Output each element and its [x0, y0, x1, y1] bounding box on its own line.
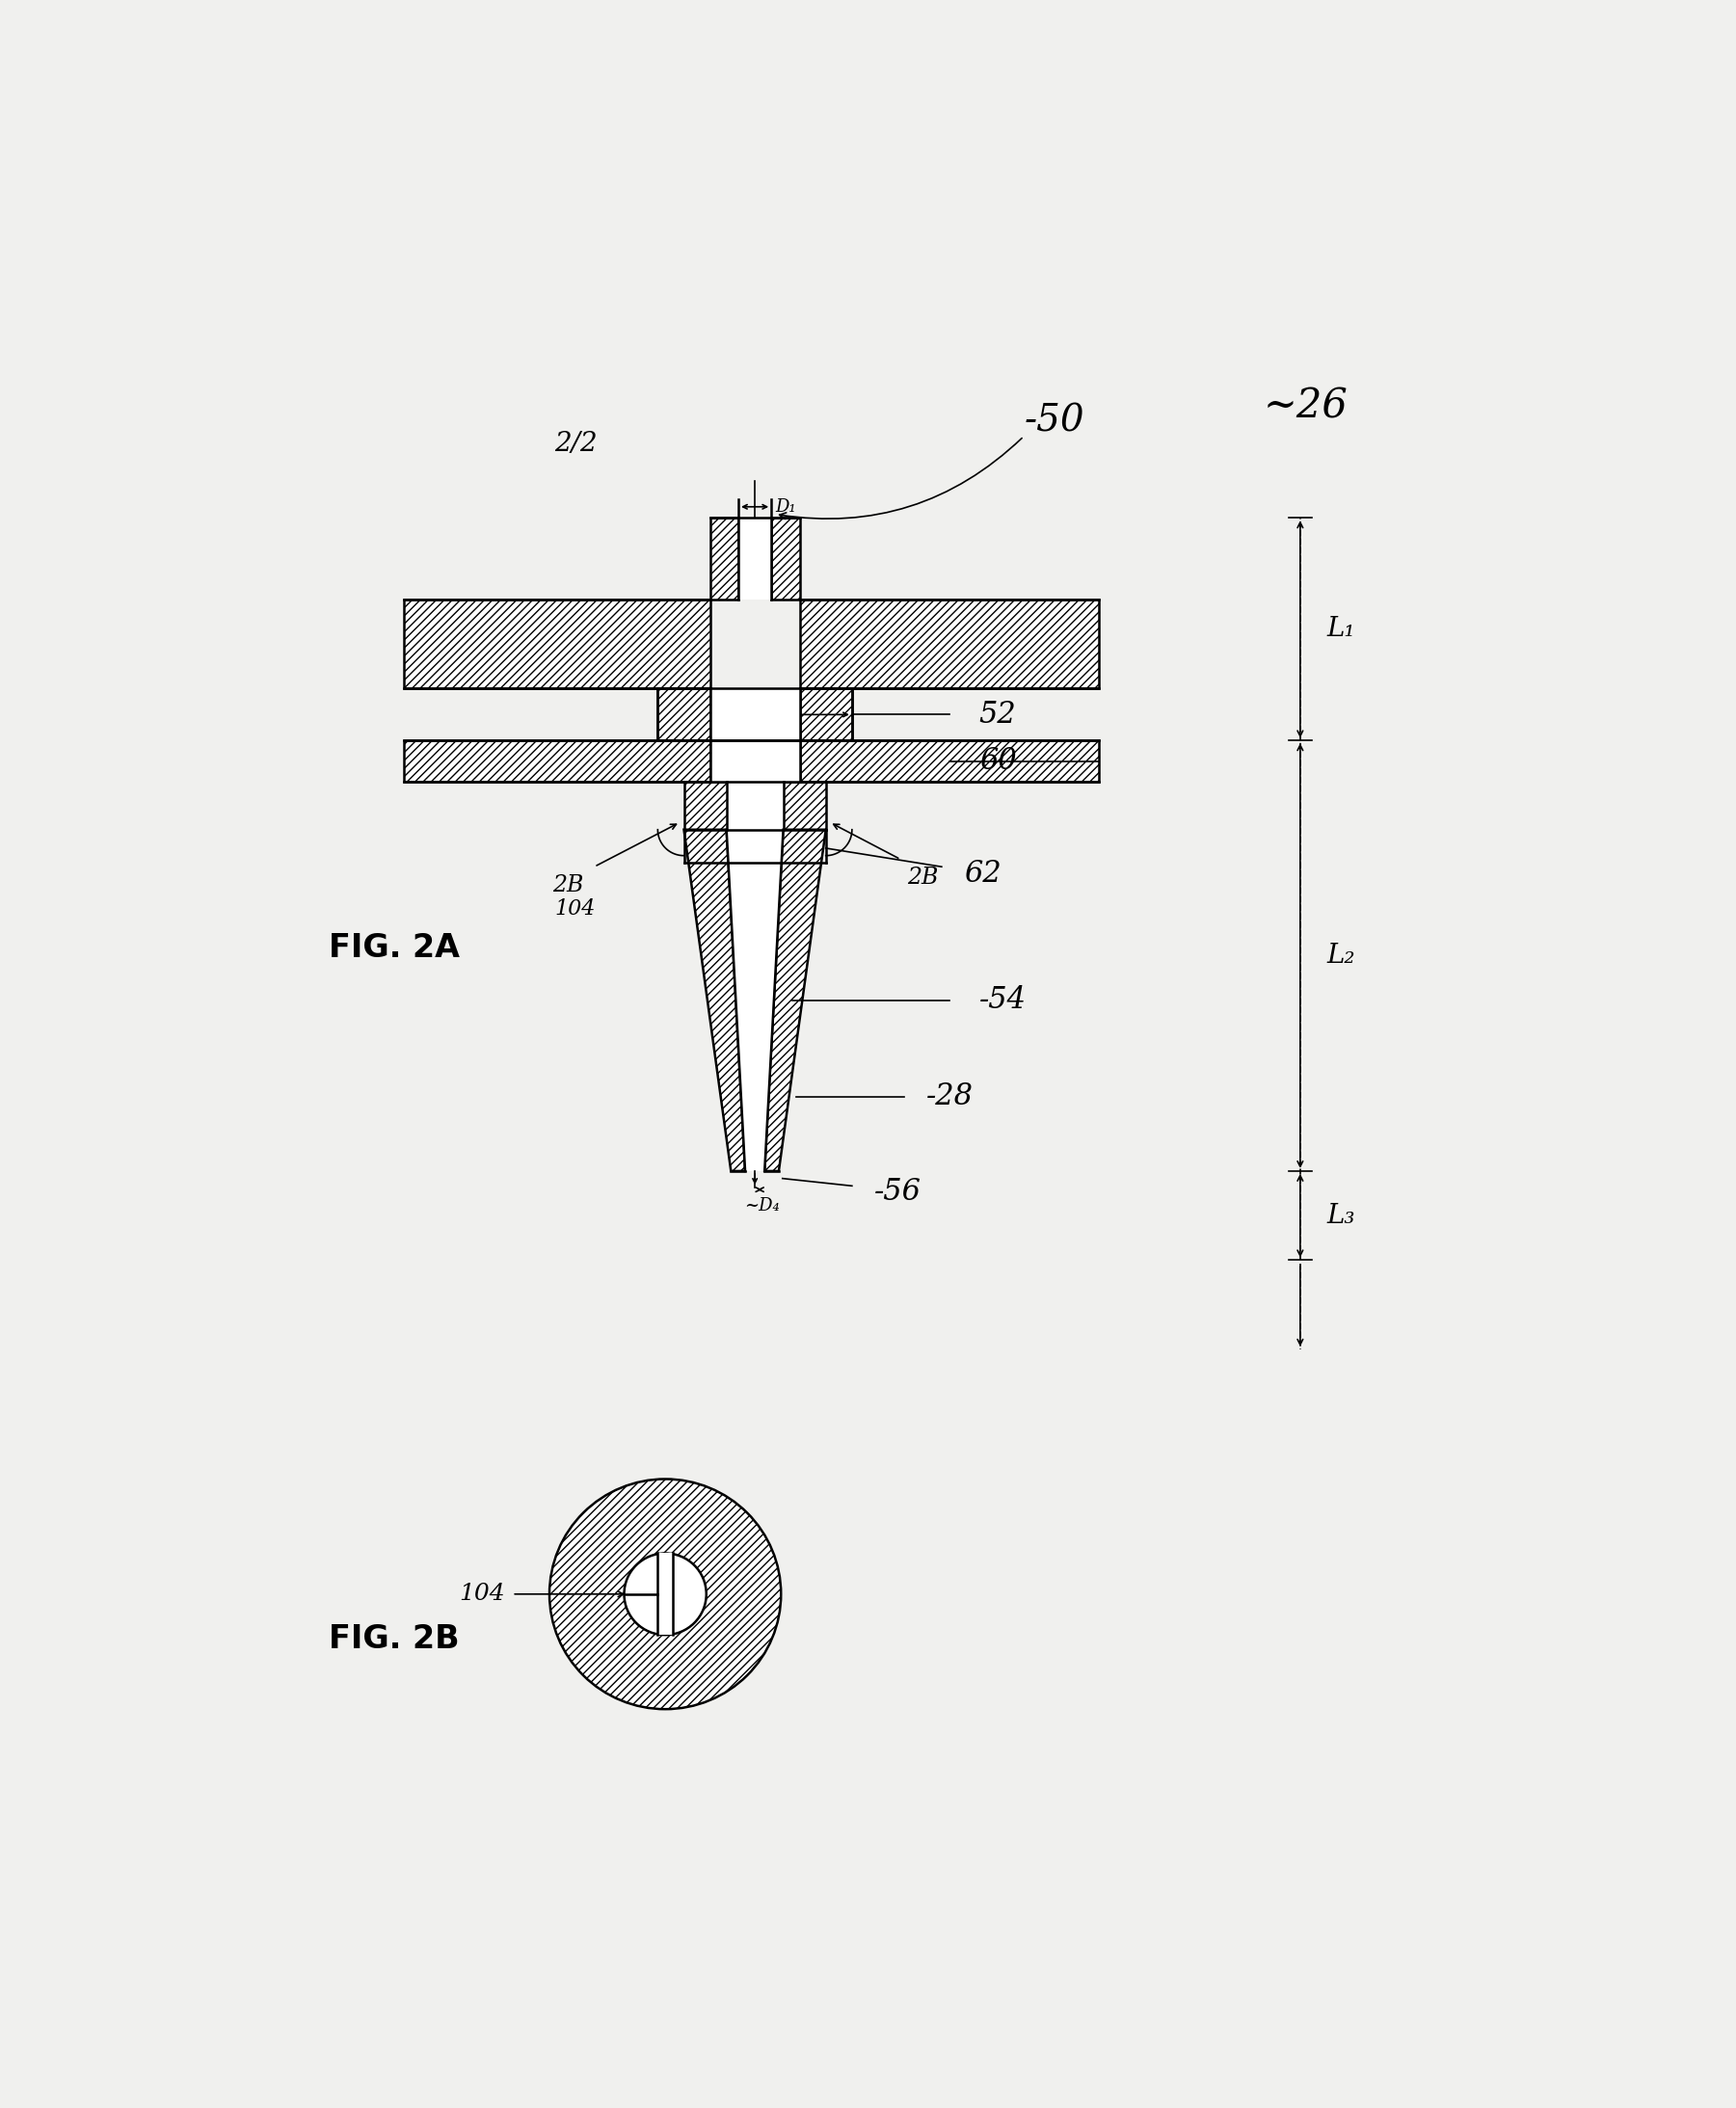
Text: ~D₄: ~D₄: [745, 1197, 779, 1214]
Bar: [658, 689, 710, 740]
Text: 2B: 2B: [908, 866, 939, 890]
Bar: [726, 782, 783, 831]
Bar: [800, 740, 1099, 782]
Text: L₂: L₂: [1326, 942, 1354, 970]
Text: 52: 52: [979, 700, 1016, 729]
Bar: [684, 782, 826, 831]
Text: -28: -28: [927, 1081, 974, 1111]
Text: L₃: L₃: [1326, 1202, 1354, 1229]
Bar: [771, 519, 800, 599]
Circle shape: [549, 1480, 781, 1710]
Bar: [800, 599, 1099, 689]
Text: 2B: 2B: [552, 875, 583, 896]
Circle shape: [625, 1554, 707, 1636]
Bar: [800, 689, 852, 740]
Text: D₂: D₂: [774, 689, 795, 706]
Text: FIG. 2B: FIG. 2B: [330, 1623, 460, 1655]
Text: 62: 62: [963, 860, 1002, 890]
Text: 2/2: 2/2: [554, 430, 597, 457]
Bar: [738, 519, 771, 599]
Text: ~26: ~26: [1262, 386, 1347, 426]
Text: D₁: D₁: [774, 497, 795, 516]
Text: 60: 60: [979, 746, 1016, 776]
Text: 104: 104: [556, 898, 595, 919]
Bar: [404, 599, 710, 689]
FancyArrowPatch shape: [779, 438, 1023, 519]
Text: -50: -50: [1024, 403, 1085, 438]
Bar: [710, 689, 800, 740]
Text: -54: -54: [979, 984, 1026, 1016]
Polygon shape: [726, 831, 783, 1172]
Bar: [710, 519, 738, 599]
Text: 104: 104: [458, 1583, 505, 1604]
Text: L₁: L₁: [1326, 616, 1354, 643]
Text: FIG. 2A: FIG. 2A: [330, 932, 460, 963]
Bar: [658, 1554, 672, 1636]
Polygon shape: [764, 831, 826, 1172]
Bar: [404, 740, 710, 782]
Polygon shape: [684, 831, 745, 1172]
Bar: [710, 740, 800, 782]
Text: D₃: D₃: [762, 782, 783, 799]
Text: -56: -56: [875, 1176, 922, 1206]
